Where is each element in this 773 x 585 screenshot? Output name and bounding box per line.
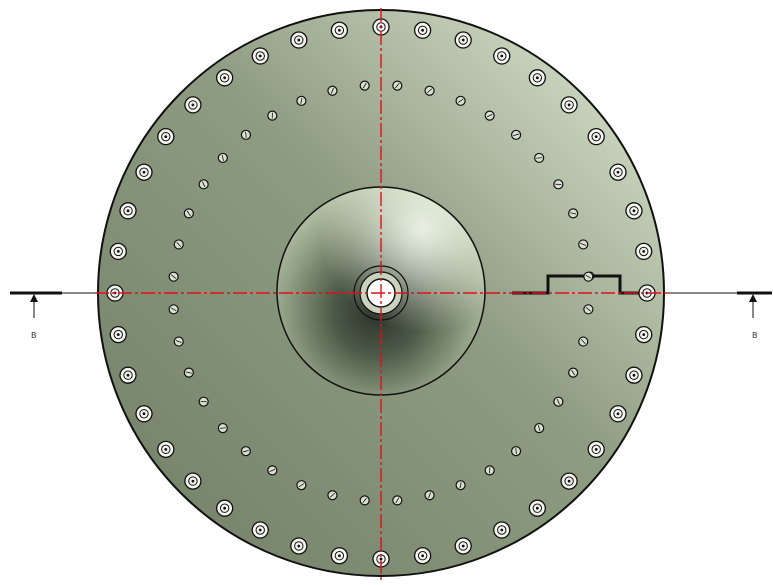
outer-bolt-hole: [215, 499, 234, 517]
inner-bolt-hole: [240, 446, 252, 457]
outer-bolt-hole: [560, 96, 578, 114]
inner-bolt-hole: [327, 490, 338, 501]
inner-bolt-hole: [534, 422, 545, 434]
section-label-right: B: [752, 331, 758, 340]
outer-bolt-hole: [560, 472, 578, 490]
inner-bolt-hole: [568, 367, 579, 378]
inner-bolt-hole: [484, 465, 495, 476]
inner-bolt-hole: [359, 495, 370, 506]
inner-bolt-hole: [578, 336, 589, 347]
inner-bolt-hole: [198, 179, 209, 190]
outer-bolt-hole: [184, 96, 202, 114]
outer-bolt-hole: [157, 127, 175, 146]
inner-bolt-hole: [296, 95, 307, 106]
inner-bolt-hole: [267, 110, 278, 121]
outer-bolt-hole: [528, 499, 547, 517]
inner-bolt-hole: [198, 396, 209, 407]
outer-bolt-hole: [635, 325, 653, 344]
inner-bolt-hole: [484, 110, 495, 121]
inner-bolt-hole: [534, 152, 545, 164]
outer-bolt-hole: [215, 69, 234, 87]
outer-bolt-hole: [528, 69, 547, 87]
inner-bolt-hole: [173, 336, 184, 347]
inner-bolt-hole: [553, 179, 564, 190]
section-marker-right: [660, 291, 772, 318]
outer-bolt-hole: [251, 47, 269, 65]
outer-bolt-hole: [330, 547, 349, 565]
inner-bolt-hole: [455, 480, 466, 491]
inner-bolt-hole: [553, 396, 564, 407]
outer-bolt-hole: [290, 537, 308, 555]
outer-bolt-hole: [625, 366, 643, 384]
outer-bolt-hole: [454, 537, 472, 555]
inner-bolt-hole: [267, 465, 278, 476]
outer-bolt-hole: [119, 366, 137, 384]
outer-bolt-hole: [135, 405, 153, 423]
outer-bolt-hole: [109, 242, 127, 261]
outer-bolt-hole: [493, 521, 511, 539]
inner-bolt-hole: [240, 129, 252, 140]
inner-bolt-hole: [392, 80, 403, 91]
inner-bolt-hole: [510, 129, 522, 140]
outer-bolt-hole: [109, 325, 127, 344]
inner-bolt-hole: [217, 152, 228, 164]
outer-bolt-hole: [330, 21, 349, 39]
inner-bolt-hole: [568, 208, 579, 219]
outer-bolt-hole: [251, 521, 269, 539]
outer-bolt-hole: [635, 242, 653, 261]
inner-bolt-hole: [217, 422, 228, 434]
inner-bolt-hole: [583, 271, 594, 282]
outer-bolt-hole: [135, 163, 153, 181]
section-label-left: B: [31, 331, 37, 340]
outer-bolt-hole: [413, 21, 432, 39]
outer-bolt-hole: [413, 547, 432, 565]
inner-bolt-hole: [455, 95, 466, 106]
inner-bolt-hole: [424, 85, 435, 96]
inner-bolt-hole: [424, 490, 435, 501]
inner-bolt-hole: [168, 304, 179, 315]
centerlines: [95, 8, 668, 582]
inner-bolt-hole: [327, 85, 338, 96]
inner-bolt-hole: [583, 304, 594, 315]
outer-bolt-hole: [184, 472, 202, 490]
inner-bolt-hole: [183, 208, 194, 219]
outer-bolt-hole: [157, 440, 175, 459]
outer-bolt-hole: [609, 405, 627, 423]
inner-bolt-hole: [173, 239, 184, 250]
outer-bolt-hole: [454, 31, 472, 49]
inner-bolt-hole: [510, 446, 522, 457]
outer-bolt-hole: [609, 163, 627, 181]
outer-bolt-hole: [625, 202, 643, 220]
inner-bolt-hole: [392, 495, 403, 506]
outer-bolt-hole: [587, 440, 605, 459]
outer-bolt-hole: [119, 202, 137, 220]
inner-bolt-hole: [183, 367, 194, 378]
inner-bolt-hole: [168, 271, 179, 282]
inner-bolt-circle: [168, 80, 594, 506]
outer-bolt-hole: [493, 47, 511, 65]
inner-bolt-hole: [359, 80, 370, 91]
outer-bolt-hole: [290, 31, 308, 49]
inner-bolt-hole: [296, 480, 307, 491]
outer-bolt-hole: [587, 127, 605, 146]
section-marker-left: [10, 291, 110, 318]
inner-bolt-hole: [578, 239, 589, 250]
